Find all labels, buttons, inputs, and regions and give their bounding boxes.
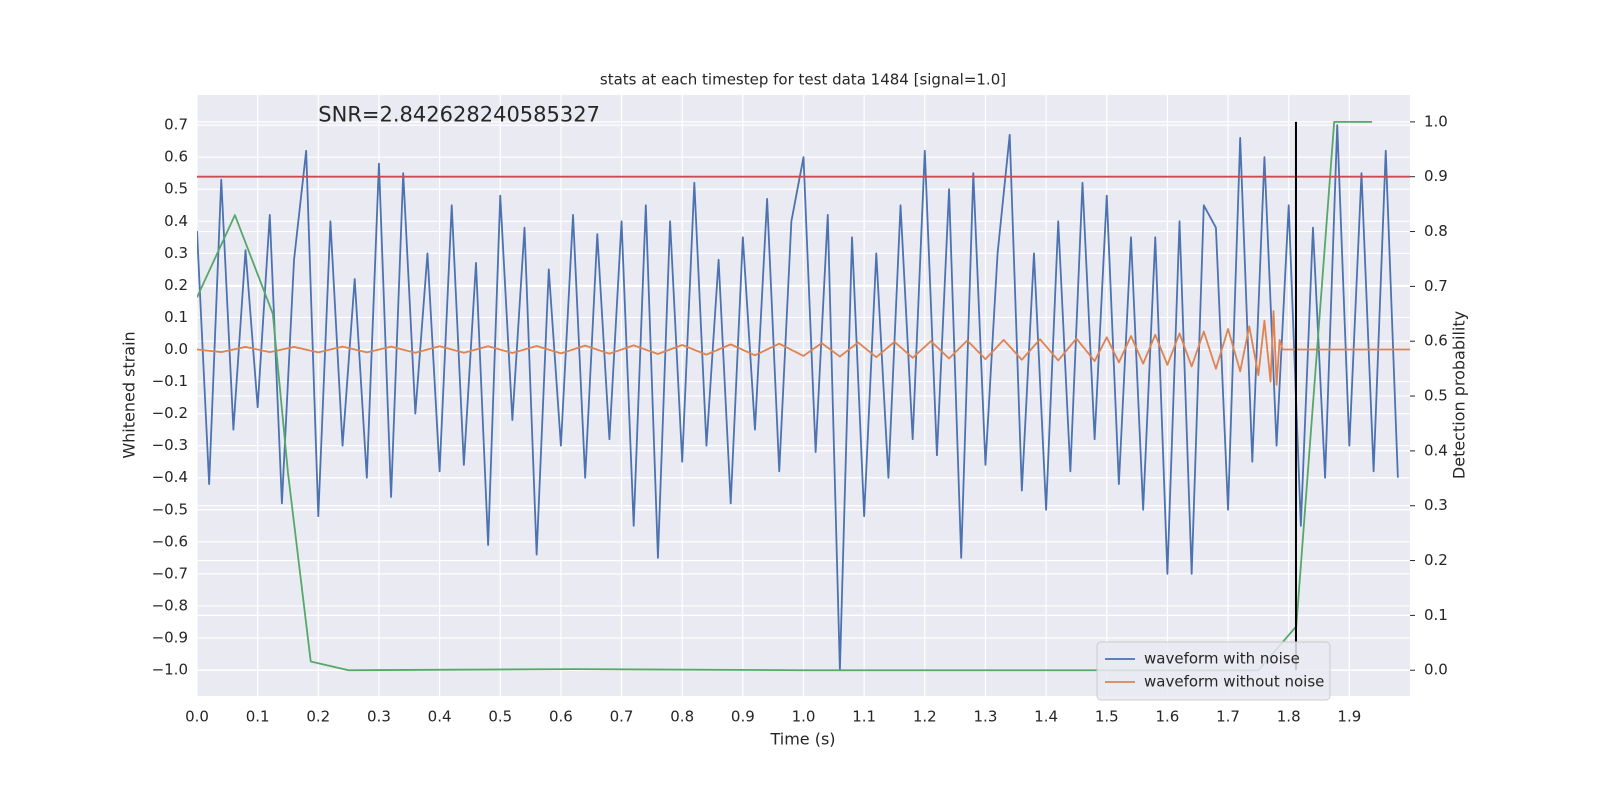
x-tick-label: 1.1	[852, 708, 876, 726]
y-tick-label: −0.5	[152, 500, 188, 518]
y-tick-label: −0.6	[152, 532, 188, 550]
legend-label: waveform with noise	[1144, 650, 1300, 668]
y-tick-label: −0.4	[152, 468, 188, 486]
legend-box	[1096, 641, 1331, 701]
y2-tick-label: 0.6	[1424, 332, 1448, 350]
y-tick-label: −0.9	[152, 628, 188, 646]
x-tick-label: 1.4	[1034, 708, 1058, 726]
y-tick-label: −1.0	[152, 661, 188, 679]
series-line	[197, 310, 1410, 386]
x-tick-label: 0.4	[428, 708, 452, 726]
x-tick-label: 1.7	[1216, 708, 1240, 726]
marks	[197, 120, 1410, 672]
y-tick-label: 0.1	[164, 308, 188, 326]
y-tick-label: 0.7	[164, 116, 188, 134]
series-line	[197, 124, 1399, 671]
x-tick-label: 1.8	[1277, 708, 1301, 726]
x-tick-label: 0.7	[610, 708, 634, 726]
x-tick-label: 1.9	[1337, 708, 1361, 726]
y-tick-label: 0.3	[164, 244, 188, 262]
x-tick-label: 0.3	[367, 708, 391, 726]
legend-label: waveform without noise	[1144, 673, 1324, 691]
y2-axis-label: Detection probability	[1450, 311, 1469, 479]
y2-tick-label: 0.5	[1424, 387, 1448, 405]
y-tick-label: −0.7	[152, 564, 188, 582]
x-tick-label: 1.3	[974, 708, 998, 726]
y-tick-label: 0.4	[164, 212, 188, 230]
y2-tick-label: 0.7	[1424, 277, 1448, 295]
y-tick-label: −0.2	[152, 404, 188, 422]
y-tick-label: −0.1	[152, 372, 188, 390]
y2-tick-label: 0.3	[1424, 496, 1448, 514]
y2-tick-label: 0.1	[1424, 606, 1448, 624]
y2-tick-label: 0.4	[1424, 441, 1448, 459]
x-tick-label: 0.0	[185, 708, 209, 726]
y2-tick-label: 0.8	[1424, 222, 1448, 240]
x-tick-label: 1.2	[913, 708, 937, 726]
x-tick-label: 0.9	[731, 708, 755, 726]
y-tick-label: 0.0	[164, 340, 188, 358]
x-tick-label: 1.6	[1155, 708, 1179, 726]
y2-tick-label: 0.9	[1424, 167, 1448, 185]
labels: 0.0 0.1 0.2 0.3 0.4 0.5 0.6 0.7 0.8 0.9 1.0 1.1 1.2 1…	[152, 103, 1448, 726]
y-tick-label: −0.3	[152, 436, 188, 454]
x-tick-label: 1.0	[792, 708, 816, 726]
x-tick-label: 0.2	[306, 708, 330, 726]
x-axis-label: Time (s)	[769, 730, 835, 749]
legend: waveform with noise waveform without nois…	[1096, 641, 1331, 701]
y-tick-label: 0.6	[164, 148, 188, 166]
annotation: SNR=2.842628240585327	[318, 103, 600, 127]
y-tick-label: −0.8	[152, 596, 188, 614]
x-tick-label: 1.5	[1095, 708, 1119, 726]
y2-tick-label: 1.0	[1424, 112, 1448, 130]
x-tick-label: 0.6	[549, 708, 573, 726]
chart-title: stats at each timestep for test data 148…	[600, 71, 1006, 89]
x-tick-label: 0.5	[488, 708, 512, 726]
x-tick-label: 0.8	[670, 708, 694, 726]
y2-tick-label: 0.0	[1424, 661, 1448, 679]
y-tick-label: 0.5	[164, 180, 188, 198]
y-axis-label: Whitened strain	[120, 331, 139, 458]
y-tick-label: 0.2	[164, 276, 188, 294]
x-tick-label: 0.1	[246, 708, 270, 726]
y2-tick-label: 0.2	[1424, 551, 1448, 569]
